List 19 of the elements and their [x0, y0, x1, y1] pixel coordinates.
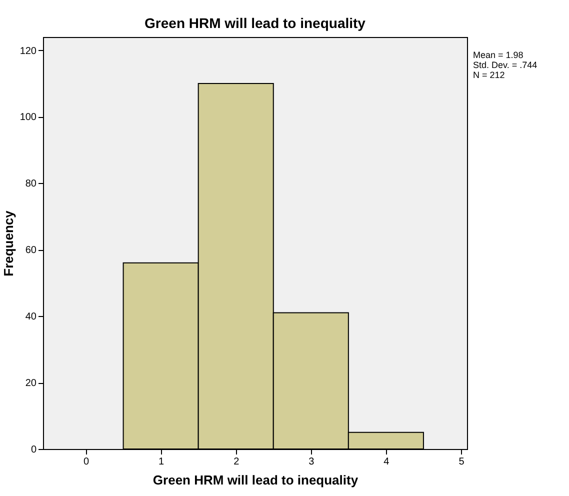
x-tick-label: 3	[308, 456, 315, 468]
x-tick-label: 2	[234, 456, 240, 468]
x-tick-label: 5	[458, 456, 465, 468]
y-tick-label: 80	[25, 178, 37, 190]
y-tick-label: 0	[30, 444, 37, 456]
y-tick-label: 100	[20, 112, 37, 124]
y-tick-label: 120	[20, 46, 37, 57]
y-tick-label: 20	[25, 378, 37, 390]
text: Std. Dev. = .744	[473, 60, 538, 70]
chart-title: Green HRM will lead to inequality	[144, 15, 366, 31]
y-axis-title: Frequency	[0, 210, 16, 276]
y-tick-label: 40	[25, 312, 37, 323]
x-tick-label: 0	[83, 456, 90, 468]
x-axis-title: Green HRM will lead to inequality	[152, 472, 359, 488]
x-tick-label: 1	[158, 456, 165, 468]
text: N = 212	[473, 70, 505, 80]
text: Mean = 1.98	[473, 50, 524, 60]
y-tick-label: 60	[25, 245, 37, 256]
x-tick-label: 4	[384, 456, 390, 468]
